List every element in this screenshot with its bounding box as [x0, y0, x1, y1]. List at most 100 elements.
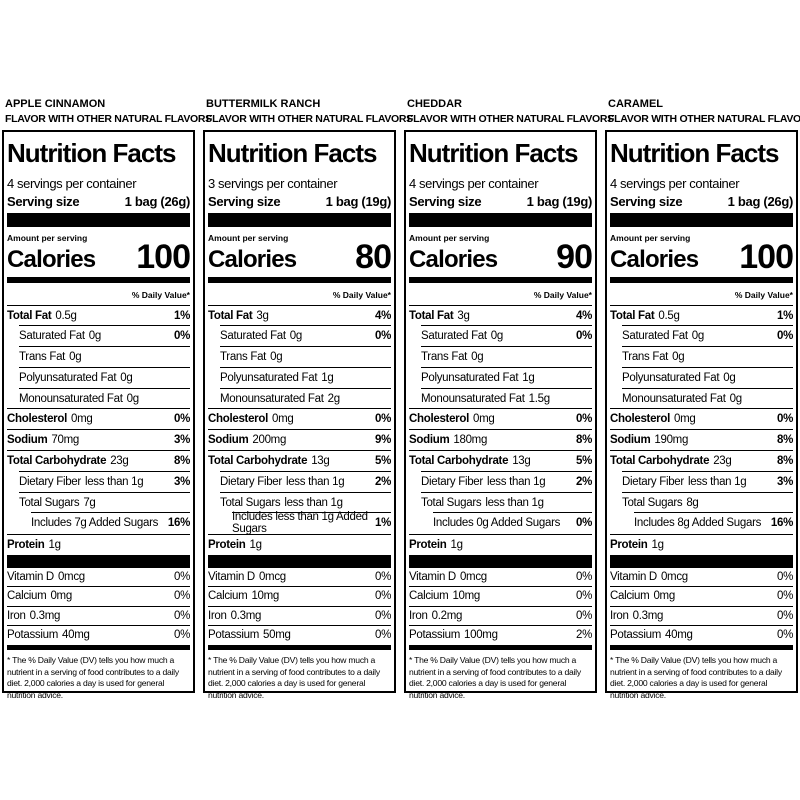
row-rule [421, 471, 592, 472]
nutrient-name: Cholesterol [208, 413, 268, 425]
nutrient-dv: 1% [173, 310, 190, 322]
nutrient-row: Saturated Fat 0g 0% [220, 327, 391, 345]
row-rule [409, 450, 592, 451]
thick-rule [7, 213, 190, 227]
nutrient-dv: 8% [776, 434, 793, 446]
nutrient-name: Protein [208, 539, 246, 551]
nutrient-label: Monounsaturated Fat 0g [622, 393, 742, 405]
vitamin-dv: 0% [776, 629, 793, 641]
nutrient-name: Polyunsaturated Fat [19, 372, 117, 384]
vitamin-label: Iron 0.2mg [409, 610, 462, 622]
nutrient-amount: less than 1g [84, 476, 144, 488]
vitamin-dv: 0% [575, 590, 592, 602]
nutrient-amount: 0g [126, 393, 140, 405]
vitamin-name: Iron [208, 610, 227, 622]
nutrient-name: Total Sugars [622, 497, 683, 509]
nutrient-dv: 8% [776, 455, 793, 467]
nutrient-amount: 23g [713, 455, 732, 467]
row-rule [7, 586, 190, 587]
vitamin-row: Potassium 50mg 0% [208, 626, 391, 644]
nutrient-label: Includes 8g Added Sugars [634, 517, 761, 529]
row-rule [7, 429, 190, 430]
nutrient-label: Total Sugars 8g [622, 497, 699, 509]
nutrient-label: Polyunsaturated Fat 0g [622, 372, 736, 384]
nutrient-row: Total Carbohydrate 13g 5% [208, 452, 391, 470]
nutrient-amount: less than 1g [486, 476, 546, 488]
vitamin-label: Potassium 100mg [409, 629, 498, 641]
vitamin-label: Vitamin D 0mcg [208, 571, 286, 583]
vitamin-dv: 0% [173, 571, 190, 583]
nutrient-dv: 5% [374, 455, 391, 467]
row-rule [19, 346, 190, 347]
row-rule [19, 388, 190, 389]
vitamin-amount: 50mg [263, 629, 291, 641]
nutrient-name: Includes less than 1g Added Sugars [232, 511, 368, 535]
nutrient-amount: 2g [327, 393, 341, 405]
nutrient-name: Monounsaturated Fat [622, 393, 726, 405]
nutrient-dv: 4% [575, 310, 592, 322]
vitamin-name: Potassium [610, 629, 661, 641]
vitamin-dv: 0% [173, 629, 190, 641]
nutrient-name: Total Sugars [19, 497, 80, 509]
nutrient-row: Protein 1g [208, 536, 391, 554]
nutrient-name: Monounsaturated Fat [220, 393, 324, 405]
vitamin-dv: 0% [374, 629, 391, 641]
nutrient-row: Dietary Fiber less than 1g 3% [622, 473, 793, 491]
box [2, 130, 195, 693]
nutrition-panel: BUTTERMILK RANCH FLAVOR WITH OTHER NATURA… [203, 0, 413, 800]
nutrient-label: Cholesterol 0mg [7, 413, 93, 425]
nutrient-label: Total Carbohydrate 13g [208, 455, 330, 467]
vitamin-dv: 0% [173, 590, 190, 602]
amount-per-serving: Amount per serving [208, 233, 289, 243]
row-rule [610, 625, 793, 626]
calories-label: Calories [610, 246, 699, 273]
nutrient-label: Sodium 190mg [610, 434, 688, 446]
nutrient-row: Saturated Fat 0g 0% [19, 327, 190, 345]
nutrient-label: Total Carbohydrate 23g [610, 455, 732, 467]
row-rule [220, 492, 391, 493]
nutrient-amount: 180mg [453, 434, 488, 446]
nutrient-dv: 0% [173, 330, 190, 342]
nutrient-label: Cholesterol 0mg [208, 413, 294, 425]
nutrient-name: Total Fat [610, 310, 655, 322]
vitamin-name: Potassium [7, 629, 58, 641]
nutrient-row: Protein 1g [409, 536, 592, 554]
nutrient-label: Monounsaturated Fat 0g [19, 393, 139, 405]
nutrient-row: Saturated Fat 0g 0% [421, 327, 592, 345]
nutrient-label: Sodium 180mg [409, 434, 487, 446]
row-rule [208, 625, 391, 626]
nutrient-name: Sodium [208, 434, 249, 446]
vitamin-dv: 0% [374, 610, 391, 622]
nutrient-name: Cholesterol [409, 413, 469, 425]
nutrient-amount: 1g [522, 372, 535, 384]
nutrient-name: Total Carbohydrate [208, 455, 308, 467]
amount-per-serving: Amount per serving [610, 233, 691, 243]
nutrient-dv: 3% [173, 476, 190, 488]
nutrition-panel: APPLE CINNAMON FLAVOR WITH OTHER NATURAL … [2, 0, 212, 800]
serving-size-row: Serving size 1 bag (19g) [409, 192, 592, 210]
nutrient-dv: 16% [770, 517, 793, 529]
nutrient-name: Total Sugars [421, 497, 482, 509]
medium-rule [610, 277, 793, 283]
flavor-subtitle: FLAVOR WITH OTHER NATURAL FLAVORS [608, 113, 800, 125]
nutrient-name: Polyunsaturated Fat [220, 372, 318, 384]
box [203, 130, 396, 693]
nutrient-label: Trans Fat 0g [622, 351, 685, 363]
nutrient-dv: 3% [173, 434, 190, 446]
flavor-name: APPLE CINNAMON [5, 98, 106, 110]
label-title: Nutrition Facts [610, 138, 779, 168]
nutrient-label: Dietary Fiber less than 1g [220, 476, 345, 488]
nutrient-row: Trans Fat 0g [220, 348, 391, 366]
flavor-name: BUTTERMILK RANCH [206, 98, 321, 110]
nutrient-label: Total Carbohydrate 23g [7, 455, 129, 467]
nutrient-label: Protein 1g [7, 539, 61, 551]
nutrient-label: Saturated Fat 0g [19, 330, 101, 342]
nutrient-row: Includes 8g Added Sugars 16% [634, 514, 793, 532]
vitamin-label: Calcium 10mg [208, 590, 279, 602]
nutrient-row: Polyunsaturated Fat 0g [622, 369, 793, 387]
vitamin-row: Calcium 0mg 0% [7, 587, 190, 605]
serving-size: 1 bag (19g) [526, 193, 593, 209]
nutrient-row: Polyunsaturated Fat 1g [220, 369, 391, 387]
vitamin-label: Potassium 40mg [7, 629, 90, 641]
